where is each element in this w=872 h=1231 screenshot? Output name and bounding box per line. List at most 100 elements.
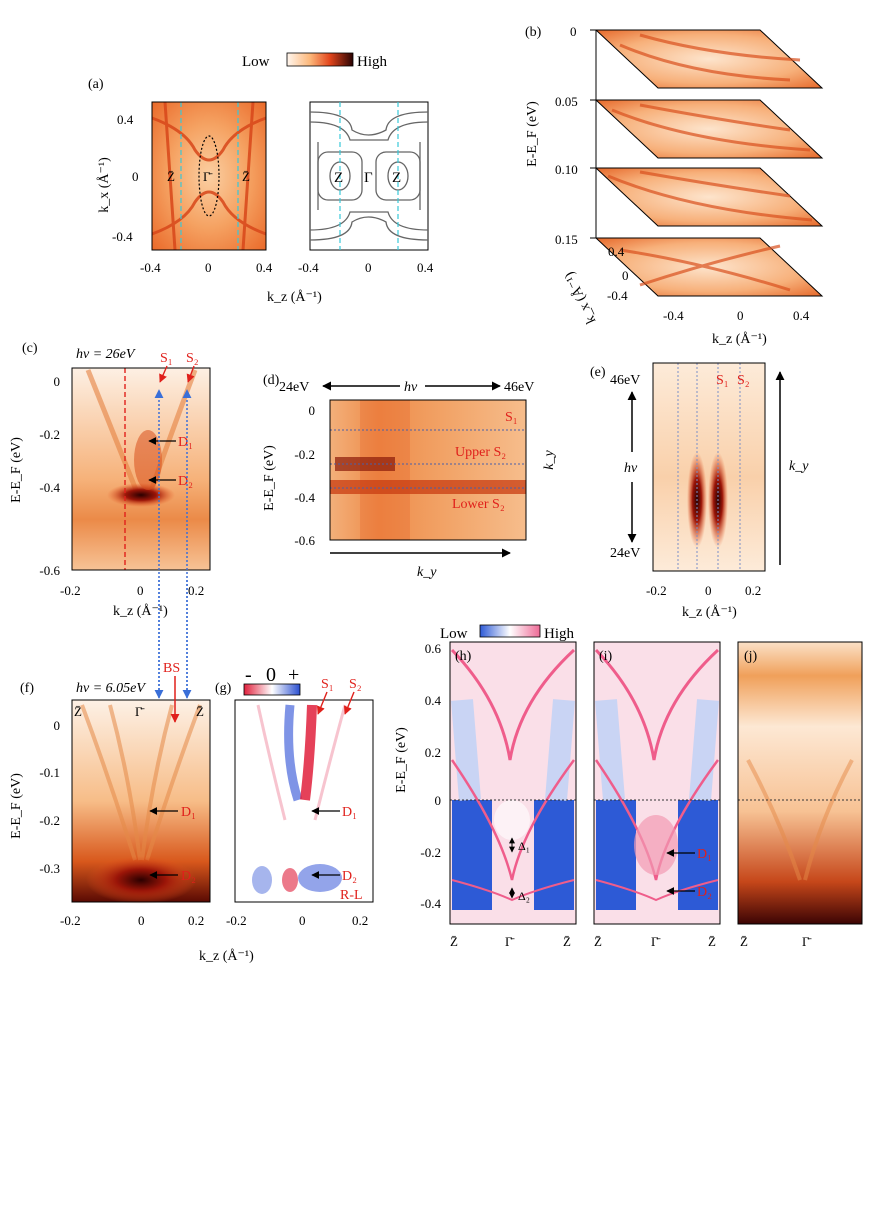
b-kztick-2: 0.4: [793, 308, 810, 323]
c-f-connectors: [154, 389, 192, 699]
panel-f: (f) hv = 6.05eV Z̄ Γ̄ Z̄ BS D₁ D₂ 0 -0.1…: [9, 661, 211, 928]
f-d1: D₁: [181, 805, 196, 820]
point-z-right: Z̄: [242, 169, 250, 184]
f-ytick-2: -0.2: [39, 813, 60, 828]
panel-b: (b) 0 0.05 0.10 0.15 E-E_F (eV) 0.4: [525, 24, 824, 347]
c-s1: S₁: [160, 351, 173, 366]
c-xtick-2: 0.2: [188, 583, 204, 598]
c-xtick-1: 0: [137, 583, 144, 598]
panel-j-label: (j): [744, 649, 758, 664]
c-ytick-2: -0.4: [39, 480, 60, 495]
d-side-label: k_y: [542, 450, 557, 470]
h-point-1: Γ̄: [505, 934, 515, 949]
panel-g-label: (g): [215, 681, 232, 696]
c-xtick-0: -0.2: [60, 583, 81, 598]
a-ytick-2: -0.4: [112, 229, 133, 244]
h-ytick-5: -0.4: [420, 896, 441, 911]
g-xlabel: k_z (Å⁻¹): [199, 948, 254, 964]
panel-d-label: (d): [263, 373, 280, 388]
g-s2: S₂: [349, 677, 362, 692]
i-d2: D₂: [697, 885, 712, 900]
g-xtick-1: 0: [299, 913, 306, 928]
b-etick-3: 0.15: [555, 232, 578, 247]
d-hv-right: 46eV: [504, 380, 534, 395]
energy-slice-1: [594, 99, 824, 159]
panel-g: (g) - 0 + S₁ S₂ D₁ D₂ R-L -0.2 0 0.2 k_z…: [199, 664, 374, 964]
d-ylabel: E-E_F (eV): [262, 445, 277, 511]
c-d1: D₁: [178, 435, 193, 450]
f-xtick-0: -0.2: [60, 913, 81, 928]
a2-xtick-0: -0.4: [298, 260, 319, 275]
b-kxlabel: k_x (Å⁻¹): [561, 269, 599, 326]
a-ytick-0: 0.4: [117, 112, 134, 127]
panel-e-label: (e): [590, 365, 606, 380]
j-point-1: Γ̄: [802, 934, 812, 949]
i-point-0: Z̄: [594, 934, 602, 949]
panel-f-label: (f): [20, 681, 34, 696]
a-ytick-1: 0: [132, 169, 139, 184]
b-kxtick-0: 0.4: [608, 244, 625, 259]
g-d2: D₂: [342, 869, 357, 884]
d-xlabel: k_y: [417, 565, 437, 580]
b-kxtick-2: -0.4: [607, 288, 628, 303]
d-ytick-1: -0.2: [294, 447, 315, 462]
c-ylabel: E-E_F (eV): [9, 437, 24, 503]
g-xtick-2: 0.2: [352, 913, 368, 928]
panel-j: (j) Z̄ Γ̄: [737, 641, 863, 949]
g-rl: R-L: [340, 888, 363, 903]
b-ylabel: E-E_F (eV): [525, 101, 540, 167]
d-ytick-2: -0.4: [294, 490, 315, 505]
energy-slice-2: [594, 167, 824, 227]
bwr-colorbar: Low High: [440, 624, 575, 642]
e-xtick-0: -0.2: [646, 583, 667, 598]
point-z-left: Z̄: [167, 169, 175, 184]
d-upper-s2: Upper S₂: [455, 445, 506, 460]
b-kzlabel: k_z (Å⁻¹): [712, 331, 767, 347]
h-ytick-2: 0.2: [425, 745, 441, 760]
d-hv-left: 24eV: [279, 380, 309, 395]
b-kxtick-1: 0: [622, 268, 629, 283]
g-d1: D₁: [342, 805, 357, 820]
h-ytick-0: 0.6: [425, 641, 442, 656]
e-hv: hv: [624, 461, 638, 476]
panel-b-label: (b): [525, 25, 542, 40]
bz-schematic: Z Γ Z: [309, 101, 429, 251]
f-photon: hv = 6.05eV: [76, 681, 146, 696]
energy-slice-3: [594, 237, 824, 297]
j-point-0: Z̄: [740, 934, 748, 949]
f-xtick-2: 0.2: [188, 913, 204, 928]
e-s2: S₂: [737, 373, 750, 388]
f-ytick-0: 0: [54, 718, 61, 733]
f-point-1: Γ̄: [135, 704, 145, 719]
a-xtick-1: 0: [205, 260, 212, 275]
c-ytick-3: -0.6: [39, 563, 60, 578]
e-xtick-2: 0.2: [745, 583, 761, 598]
top-colorbar: Low High: [242, 52, 388, 70]
f-ylabel: E-E_F (eV): [9, 773, 24, 839]
colorbar-low-label: Low: [242, 54, 270, 70]
point-gamma: Γ̄: [203, 169, 213, 184]
panel-d: (d) 24eV hv 46eV S₁ Upper S₂ Lower S₂ 0 …: [262, 373, 557, 580]
panel-c-label: (c): [22, 341, 38, 356]
c-d2: D₂: [178, 474, 193, 489]
f-d2: D₂: [181, 869, 196, 884]
f-bs: BS: [163, 661, 180, 676]
panel-c: (c) hv = 26eV S₁ S₂ D₁ D₂ 0 -0.2 -0.4 -0…: [9, 341, 211, 619]
a-xtick-0: -0.4: [140, 260, 161, 275]
g-sign-plus: +: [288, 664, 299, 686]
i-point-1: Γ̄: [651, 934, 661, 949]
a2-xtick-2: 0.4: [417, 260, 434, 275]
energy-slice-0: [594, 29, 824, 89]
e-s1: S₁: [716, 373, 729, 388]
gamma-pocket: [198, 135, 220, 217]
e-xtick-1: 0: [705, 583, 712, 598]
d-s1: S₁: [505, 410, 518, 425]
colorbar-heat: [286, 52, 354, 67]
colorbar-sign: [243, 683, 301, 696]
c-ytick-0: 0: [54, 374, 61, 389]
d-lower-s2: Lower S₂: [452, 497, 505, 512]
h-point-2: Z̄: [563, 934, 571, 949]
i-point-2: Z̄: [708, 934, 716, 949]
dichroism-map: [235, 700, 373, 902]
